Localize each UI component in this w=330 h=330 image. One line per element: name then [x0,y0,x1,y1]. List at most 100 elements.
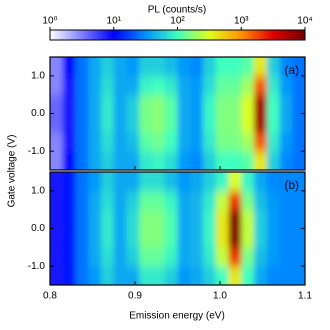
colorbar-segment [254,30,257,40]
colorbar-segment [281,30,285,40]
colorbar-segment [54,30,57,40]
colorbar-segment [302,30,306,40]
heatmap-cell [279,266,293,285]
heatmap-cell [126,172,140,192]
heatmap-cell [50,190,64,211]
heatmap-cell [241,172,255,192]
heatmap-cell [177,228,191,248]
colorbar-tick-label: 10³ [234,16,249,27]
heatmap-cell [62,209,76,229]
colorbar-segment [183,30,187,40]
colorbar-segment [209,30,212,40]
heatmap-cell [177,190,191,211]
heatmap-cell [228,247,242,267]
heatmap [50,57,305,170]
heatmap-cell [75,132,89,152]
heatmap-cell [292,75,305,96]
colorbar-segment [294,30,297,40]
heatmap-cell [88,113,102,133]
heatmap-cell [177,57,191,77]
heatmap-cell [190,132,204,152]
heatmap-cell [292,209,305,229]
colorbar-segment [73,30,76,40]
heatmap-cell [215,57,229,77]
heatmap-cell [101,247,115,267]
colorbar-segment [162,30,166,40]
colorbar-segment [192,30,195,40]
heatmap-cell [113,94,127,114]
colorbar-segment [188,30,191,40]
colorbar-segment [200,30,204,40]
heatmap-cell [190,94,204,114]
colorbar-segment [171,30,174,40]
colorbar-segment [290,30,293,40]
heatmap-cell [75,209,89,229]
heatmap-cell [113,190,127,211]
heatmap-cell [254,132,268,152]
colorbar-segment [230,30,234,40]
colorbar-segment [126,30,130,40]
heatmap-cell [113,113,127,133]
heatmap-cell [75,151,89,170]
colorbar-segment [120,30,123,40]
heatmap-cell [75,247,89,267]
colorbar-segment [260,30,263,40]
heatmap-cell [279,132,293,152]
x-axis-label: Emission energy (eV) [129,311,225,322]
colorbar-segment [79,30,83,40]
colorbar-tick-label: 10⁰ [42,16,57,27]
colorbar-segment [71,30,74,40]
heatmap-cell [292,132,305,152]
heatmap-cell [126,132,140,152]
colorbar-segment [56,30,59,40]
colorbar-segment [241,30,244,40]
heatmap-cell [88,172,102,192]
colorbar-segment [50,30,53,40]
colorbar-segment [173,30,176,40]
colorbar-segment [115,30,119,40]
heatmap-cell [279,75,293,96]
colorbar-segment [268,30,272,40]
heatmap-cell [139,57,153,77]
heatmap-cell [254,172,268,192]
colorbar-segment [60,30,64,40]
heatmap-cell [177,266,191,285]
heatmap-cell [254,75,268,96]
heatmap-cell [266,190,280,211]
heatmap-cell [215,151,229,170]
heatmap-cell [203,132,217,152]
heatmap-cell [101,172,115,192]
heatmap-cell [88,190,102,211]
heatmap-cell [50,132,64,152]
heatmap-cell [254,190,268,211]
heatmap-cell [50,151,64,170]
y-tick-label: -1.0 [28,261,46,272]
colorbar-segment [245,30,249,40]
heatmap-cell [266,75,280,96]
heatmap-cell [266,94,280,114]
heatmap-cell [203,151,217,170]
heatmap-cell [62,151,76,170]
heatmap-cell [292,228,305,248]
colorbar-segment [124,30,127,40]
heatmap-cell [215,190,229,211]
heatmap-cell [139,190,153,211]
heatmap-cell [152,190,166,211]
heatmap-cell [241,266,255,285]
heatmap-cell [292,57,305,77]
heatmap-cell [88,94,102,114]
colorbar-segment [262,30,266,40]
heatmap-cell [254,94,268,114]
heatmap-cell [126,57,140,77]
heatmap-cell [50,172,64,192]
colorbar-segment [203,30,206,40]
heatmap-cell [215,247,229,267]
heatmap-cell [292,190,305,211]
heatmap-cell [62,266,76,285]
heatmap-cell [203,266,217,285]
heatmap-cell [113,228,127,248]
colorbar-tick-label: 10² [170,16,185,27]
heatmap-cell [241,151,255,170]
heatmap-cell [50,94,64,114]
heatmap-cell [152,113,166,133]
